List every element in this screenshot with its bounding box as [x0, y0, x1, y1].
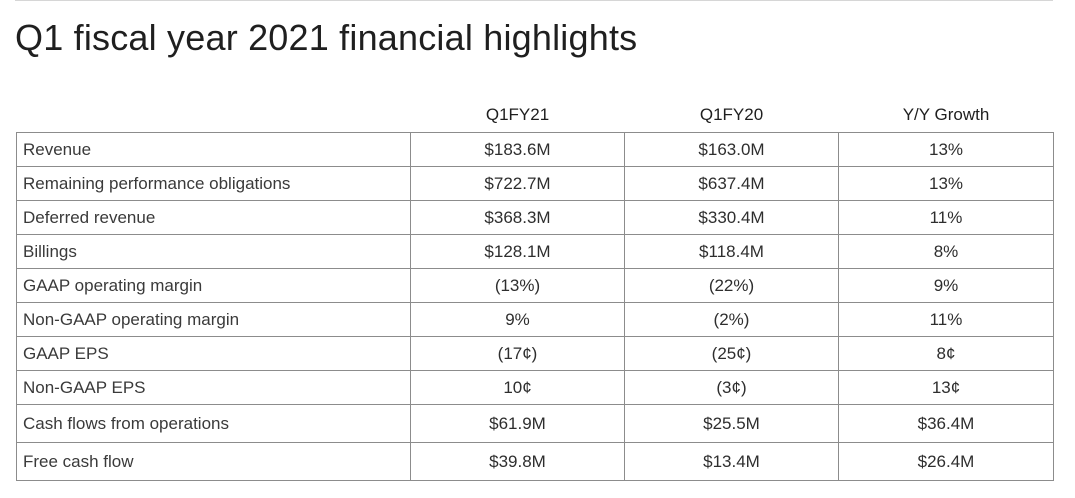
growth-value: 13¢	[838, 370, 1054, 405]
q1fy21-value: $368.3M	[410, 200, 625, 235]
metric-label: Billings	[16, 234, 411, 269]
q1fy21-value: (17¢)	[410, 336, 625, 371]
q1fy21-value: $722.7M	[410, 166, 625, 201]
column-header-metric	[17, 98, 411, 133]
metric-label: GAAP operating margin	[16, 268, 411, 303]
q1fy21-value: 10¢	[410, 370, 625, 405]
financial-highlights-table: Q1FY21 Q1FY20 Y/Y Growth Revenue $183.6M…	[16, 98, 1054, 481]
table-row: Remaining performance obligations $722.7…	[16, 166, 1054, 201]
page-title: Q1 fiscal year 2021 financial highlights	[15, 17, 638, 58]
column-header-q1fy20: Q1FY20	[699, 105, 764, 124]
q1fy20-value: $25.5M	[624, 404, 839, 443]
q1fy20-value: $163.0M	[624, 132, 839, 167]
q1fy21-value: $61.9M	[410, 404, 625, 443]
table-row: Non-GAAP operating margin 9% (2%) 11%	[16, 302, 1054, 337]
table-row: Billings $128.1M $118.4M 8%	[16, 234, 1054, 269]
top-divider	[15, 0, 1053, 1]
table-row: Revenue $183.6M $163.0M 13%	[16, 132, 1054, 167]
metric-label: GAAP EPS	[16, 336, 411, 371]
q1fy21-value: $128.1M	[410, 234, 625, 269]
q1fy20-value: (2%)	[624, 302, 839, 337]
growth-value: 11%	[838, 302, 1054, 337]
table-header-row: Q1FY21 Q1FY20 Y/Y Growth	[17, 98, 1054, 133]
table-row: GAAP operating margin (13%) (22%) 9%	[16, 268, 1054, 303]
q1fy20-value: (3¢)	[624, 370, 839, 405]
metric-label: Cash flows from operations	[16, 404, 411, 443]
q1fy21-value: $39.8M	[410, 442, 625, 481]
q1fy20-value: (22%)	[624, 268, 839, 303]
q1fy20-value: $637.4M	[624, 166, 839, 201]
q1fy20-value: $13.4M	[624, 442, 839, 481]
growth-value: 13%	[838, 132, 1054, 167]
metric-label: Deferred revenue	[16, 200, 411, 235]
growth-value: $26.4M	[838, 442, 1054, 481]
metric-label: Remaining performance obligations	[16, 166, 411, 201]
table-row: Free cash flow $39.8M $13.4M $26.4M	[16, 442, 1054, 481]
column-header-q1fy21: Q1FY21	[485, 105, 550, 124]
growth-value: 8%	[838, 234, 1054, 269]
metric-label: Non-GAAP EPS	[16, 370, 411, 405]
table-row: Deferred revenue $368.3M $330.4M 11%	[16, 200, 1054, 235]
q1fy20-value: (25¢)	[624, 336, 839, 371]
metric-label: Non-GAAP operating margin	[16, 302, 411, 337]
metric-label: Free cash flow	[16, 442, 411, 481]
growth-value: 13%	[838, 166, 1054, 201]
table-row: Cash flows from operations $61.9M $25.5M…	[16, 404, 1054, 443]
growth-value: 9%	[838, 268, 1054, 303]
q1fy21-value: 9%	[410, 302, 625, 337]
q1fy21-value: $183.6M	[410, 132, 625, 167]
table-row: Non-GAAP EPS 10¢ (3¢) 13¢	[16, 370, 1054, 405]
growth-value: 11%	[838, 200, 1054, 235]
q1fy20-value: $330.4M	[624, 200, 839, 235]
metric-label: Revenue	[16, 132, 411, 167]
q1fy21-value: (13%)	[410, 268, 625, 303]
column-header-yy-growth: Y/Y Growth	[902, 105, 990, 124]
q1fy20-value: $118.4M	[624, 234, 839, 269]
table-row: GAAP EPS (17¢) (25¢) 8¢	[16, 336, 1054, 371]
growth-value: 8¢	[838, 336, 1054, 371]
growth-value: $36.4M	[838, 404, 1054, 443]
